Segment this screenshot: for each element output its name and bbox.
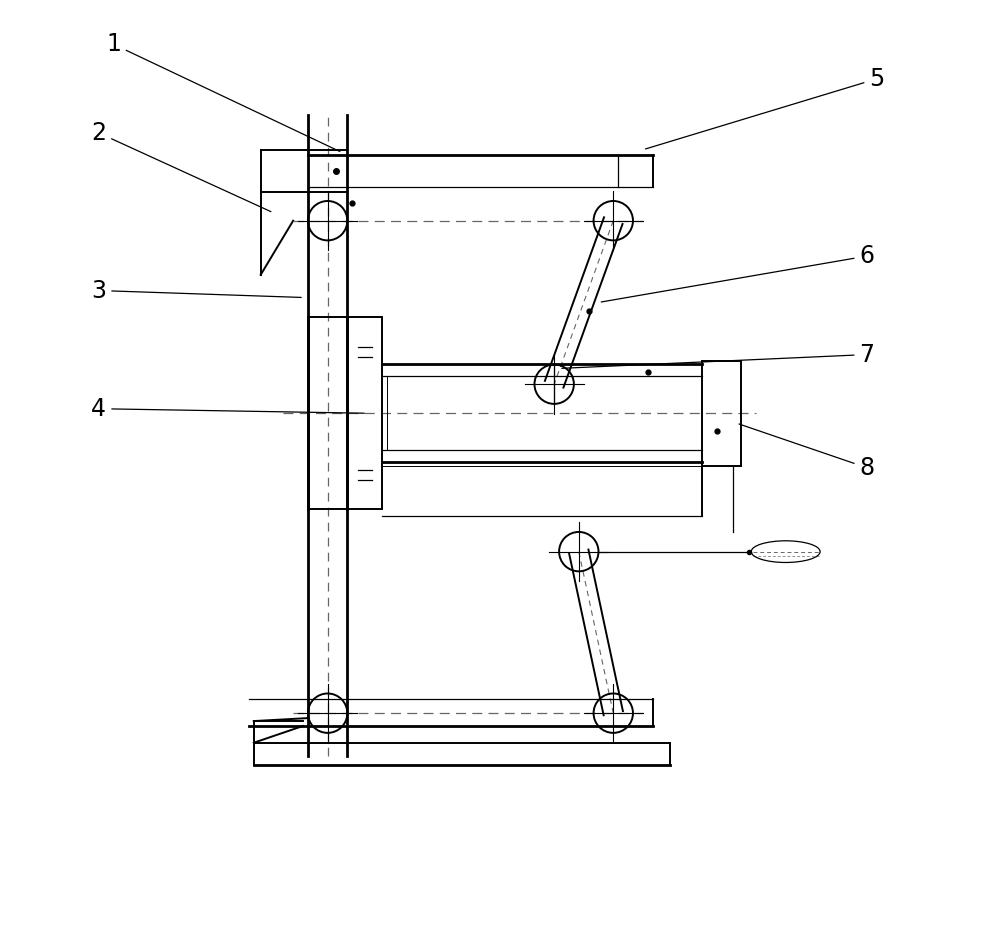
Bar — [702, 361, 741, 466]
Text: 7: 7 — [562, 342, 875, 368]
Text: 3: 3 — [91, 278, 301, 302]
Text: 6: 6 — [601, 244, 875, 302]
Text: 4: 4 — [91, 397, 364, 421]
Text: 1: 1 — [106, 32, 340, 152]
Text: 8: 8 — [739, 424, 875, 480]
Text: 2: 2 — [91, 121, 271, 212]
Text: 5: 5 — [645, 67, 885, 149]
Bar — [308, 317, 382, 510]
